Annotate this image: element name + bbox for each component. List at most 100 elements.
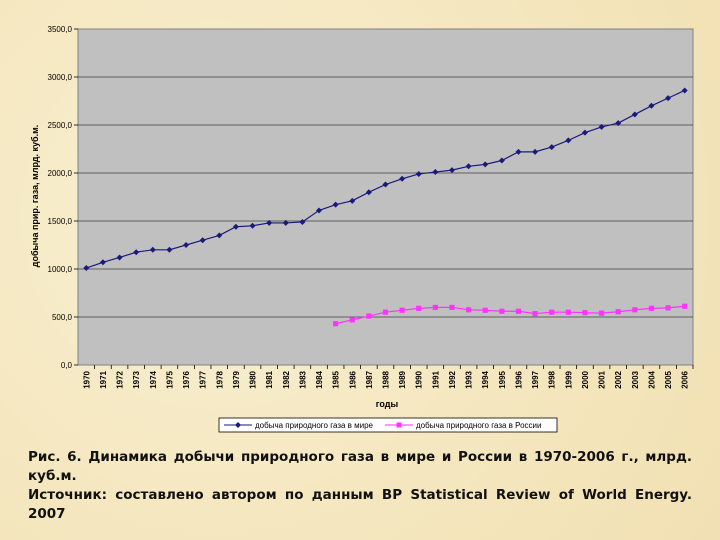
- x-tick-label: 2002: [614, 370, 623, 388]
- data-point: [615, 120, 622, 127]
- data-point: [532, 311, 538, 317]
- data-point: [482, 161, 489, 168]
- data-point: [99, 259, 106, 266]
- x-tick-label: 1992: [448, 370, 457, 388]
- data-point: [299, 218, 306, 225]
- x-tick-label: 1979: [232, 370, 241, 388]
- data-point: [199, 237, 206, 244]
- legend-russia-marker: [396, 422, 402, 428]
- data-point: [631, 111, 638, 118]
- x-tick-label: 2003: [631, 370, 640, 388]
- data-point: [365, 189, 372, 196]
- data-point: [582, 310, 588, 316]
- legend-world-label: добыча природного газа в мире: [255, 421, 374, 430]
- data-point: [548, 144, 555, 151]
- data-point: [482, 307, 488, 313]
- data-point: [581, 129, 588, 136]
- figure-caption: Рис. 6. Динамика добычи природного газа …: [28, 448, 692, 524]
- data-point: [682, 303, 688, 309]
- x-tick-label: 1997: [531, 370, 540, 388]
- data-point: [681, 87, 688, 94]
- x-tick-label: 1976: [182, 370, 191, 388]
- data-point: [648, 305, 655, 311]
- data-point: [565, 137, 572, 144]
- x-axis-label: годы: [376, 399, 399, 409]
- x-tick-label: 2000: [581, 370, 590, 388]
- x-tick-label: 1993: [465, 370, 474, 388]
- data-point: [648, 102, 655, 109]
- x-tick-label: 1973: [132, 370, 141, 388]
- data-point: [83, 265, 90, 272]
- data-point: [216, 232, 223, 239]
- y-tick-label: 3500,0: [48, 25, 73, 34]
- data-point: [349, 317, 355, 323]
- x-tick-label: 2006: [681, 370, 690, 388]
- data-point: [448, 167, 455, 174]
- data-point: [399, 307, 405, 313]
- x-tick-label: 1991: [431, 370, 440, 388]
- x-tick-label: 1989: [398, 370, 407, 388]
- x-tick-label: 1982: [282, 370, 291, 388]
- y-axis-label: добыча прир. газа, млрд. куб.м.: [30, 125, 40, 267]
- legend: добыча природного газа в мире добыча при…: [218, 417, 558, 433]
- data-point: [632, 307, 638, 313]
- y-tick-label: 3000,0: [48, 73, 73, 82]
- y-tick-label: 2500,0: [48, 121, 73, 130]
- data-point: [598, 123, 605, 130]
- chart: 0,0 500,0 1000,0 1500,0 2000,0 2500,0 3000,0 35…: [30, 25, 694, 433]
- x-tick-label: 1974: [149, 370, 158, 388]
- data-point: [333, 321, 339, 327]
- data-point: [183, 242, 190, 248]
- x-tick-label: 1984: [315, 370, 324, 388]
- x-tick-label: 1985: [332, 370, 341, 388]
- data-point: [266, 219, 273, 226]
- x-tick-label: 1977: [199, 370, 208, 388]
- x-tick-label: 1981: [265, 370, 274, 388]
- data-point: [449, 304, 455, 310]
- x-tick-label: 1990: [415, 370, 424, 388]
- data-point: [332, 201, 339, 208]
- data-point: [598, 310, 605, 316]
- x-tick-label: 2005: [664, 370, 673, 388]
- data-point: [432, 304, 438, 310]
- data-point: [499, 308, 505, 314]
- data-point: [416, 305, 422, 311]
- x-tick-label: 1970: [82, 370, 91, 388]
- data-point: [466, 307, 472, 313]
- data-point: [316, 207, 323, 214]
- x-tick-label: 1999: [564, 370, 573, 388]
- x-tick-label: 1994: [481, 370, 490, 388]
- data-point: [382, 181, 389, 188]
- x-tick-label: 2001: [598, 370, 607, 388]
- x-tick-label: 1971: [99, 370, 108, 388]
- data-point: [116, 254, 123, 261]
- x-tick-label: 1996: [514, 370, 523, 388]
- x-tick-label: 1987: [365, 370, 374, 388]
- data-point: [382, 309, 389, 315]
- data-point: [515, 308, 522, 314]
- data-point: [565, 309, 571, 315]
- data-point: [349, 197, 356, 204]
- y-tick-label: 1000,0: [48, 265, 73, 274]
- y-tick-label: 1500,0: [48, 217, 73, 226]
- data-point: [149, 246, 156, 253]
- data-point: [133, 249, 140, 256]
- data-point: [232, 223, 239, 230]
- data-point: [432, 169, 439, 176]
- x-tick-label: 1980: [249, 370, 258, 388]
- data-point: [532, 148, 539, 155]
- x-tick-label: 1978: [215, 370, 224, 388]
- data-point: [498, 157, 505, 164]
- data-point: [665, 95, 672, 102]
- caption-title: Рис. 6. Динамика добычи природного газа …: [28, 449, 692, 484]
- data-point: [515, 148, 522, 155]
- data-point: [665, 305, 671, 311]
- data-point: [615, 309, 621, 315]
- data-point: [549, 309, 555, 315]
- data-point: [465, 163, 472, 170]
- x-tick-label: 1986: [348, 370, 357, 388]
- series-line: [335, 305, 685, 325]
- y-tick-label: 2000,0: [48, 169, 73, 178]
- legend-world-marker: [235, 422, 241, 428]
- x-tick-label: 1998: [548, 370, 557, 388]
